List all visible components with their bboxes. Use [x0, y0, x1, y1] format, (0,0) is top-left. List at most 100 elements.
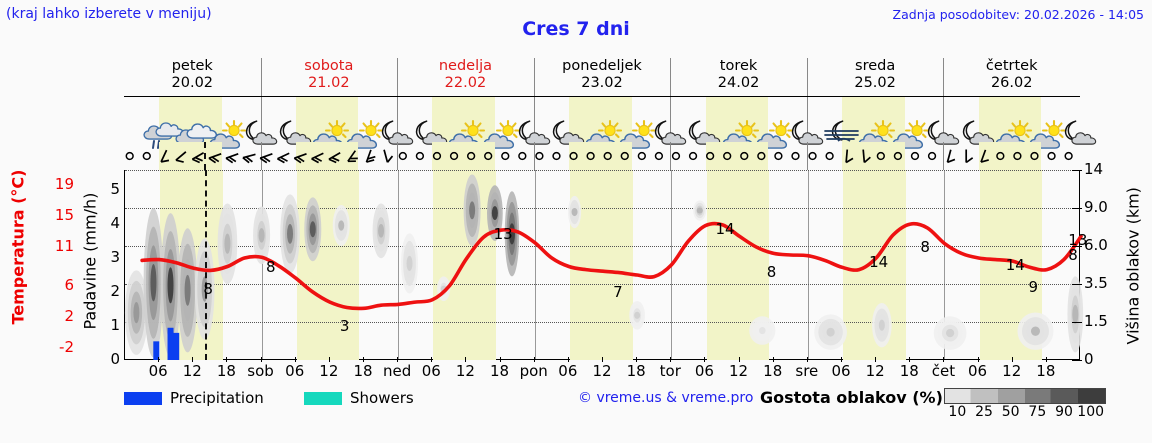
temperature-tick: -2	[59, 337, 74, 356]
day-name: sobota	[304, 58, 354, 74]
weather-icon-cell-12	[496, 97, 550, 145]
day-date: 23.02	[581, 75, 623, 91]
wind-calm-symbol	[1013, 151, 1022, 161]
temperature-tick-labels: 19 15 11 6 2 -2	[30, 170, 74, 360]
wind-calm-symbol	[808, 151, 817, 161]
weather-icon-cell-20	[769, 97, 824, 145]
cloud-blob	[571, 208, 578, 217]
wind-calm-symbol	[398, 151, 407, 161]
time-tickmark	[1011, 357, 1013, 362]
precipitation-tick: 5	[110, 180, 120, 199]
wind-calm-symbol	[791, 151, 800, 161]
weather-icon-cell-28	[1042, 97, 1097, 145]
precipitation-legend-label: Precipitation	[170, 389, 264, 407]
cloud-height-tickmark	[1072, 284, 1082, 285]
copyright-link[interactable]: © vreme.us & vreme.pro	[578, 390, 754, 406]
wind-barb	[328, 152, 341, 164]
time-tickmark	[636, 357, 638, 362]
day-header-7: četrtek 26.02	[943, 58, 1080, 96]
day-header-2: sobota 21.02	[261, 58, 398, 96]
temperature-value-label: 8	[265, 257, 276, 276]
wind-calm-symbol	[688, 151, 698, 161]
cloud-blob	[696, 207, 703, 214]
wind-calm-symbol	[586, 151, 595, 161]
cloud-height-tick-labels: 14 9.0 6.0 3.5 1.5 0	[1072, 160, 1132, 368]
time-tick-label: pon	[519, 362, 548, 380]
cloud-blob	[1030, 326, 1040, 336]
day-header-4: ponedeljek 23.02	[534, 58, 671, 96]
weather-icon-cell-9	[393, 97, 448, 145]
wind-calm-symbol	[125, 151, 134, 161]
time-tickmark	[738, 357, 740, 362]
weather-icon-cell-25	[940, 97, 994, 145]
wind-barb	[208, 152, 222, 164]
time-tick-label: 06	[148, 362, 168, 380]
precipitation-swatch	[124, 392, 162, 405]
time-tick-label: 06	[285, 362, 305, 380]
day-gridline	[944, 170, 946, 359]
precipitation-bar	[173, 332, 180, 360]
temperature-tick: 15	[54, 206, 74, 225]
wind-calm-symbol	[654, 151, 664, 161]
time-tick-label: 06	[694, 362, 714, 380]
wind-calm-symbol	[518, 151, 527, 161]
cloud-blob	[826, 327, 835, 337]
precipitation-tick: 3	[110, 248, 120, 267]
wind-calm-symbol	[432, 151, 442, 161]
day-separator	[943, 142, 945, 170]
cloud-blob	[491, 206, 498, 221]
wind-calm-symbol	[876, 151, 885, 161]
cloud-height-tick: 14	[1084, 160, 1104, 178]
wind-barb	[293, 152, 307, 164]
wind-barb	[160, 149, 170, 163]
time-tick-label: 06	[831, 362, 851, 380]
cloud-density-tick: 10	[948, 404, 967, 420]
time-tickmark	[499, 357, 501, 362]
time-tick-label: 12	[1002, 362, 1022, 380]
wind-calm-symbol	[927, 151, 937, 161]
temperature-tick: 6	[64, 275, 74, 294]
cloud-blob	[338, 220, 345, 231]
day-header-bar: petek 20.02 sobota 21.02 nedelja 22.02 ponedel…	[124, 58, 1080, 96]
wind-calm-symbol	[825, 151, 834, 161]
day-header-1: petek 20.02	[124, 58, 261, 96]
temperature-value-label: 9	[1028, 278, 1039, 297]
weather-icon-cell-16	[632, 97, 687, 145]
daylight-band	[295, 142, 359, 170]
day-separator	[260, 58, 262, 96]
wind-calm-symbol	[757, 151, 766, 161]
day-separator	[260, 142, 262, 170]
cloud-blob	[1072, 304, 1079, 324]
precipitation-tick-labels: 5 4 3 2 1 0	[96, 170, 120, 368]
time-tick-label: 06	[558, 362, 578, 380]
time-tickmark	[260, 357, 262, 362]
wind-barb	[311, 152, 324, 164]
wind-calm-symbol	[620, 151, 629, 161]
cloud-height-tickmark	[1072, 322, 1082, 323]
day-separator	[260, 97, 262, 143]
day-name: ponedeljek	[562, 58, 642, 74]
day-separator	[806, 58, 808, 96]
time-tickmark	[465, 357, 467, 362]
cloud-height-tick: 3.5	[1084, 274, 1108, 292]
time-tickmark	[294, 357, 296, 362]
wind-calm-symbol	[552, 151, 561, 161]
day-name: nedelja	[438, 58, 493, 74]
day-date: 22.02	[444, 75, 487, 91]
time-tickmark	[567, 357, 569, 362]
wind-calm-symbol	[569, 151, 578, 161]
wind-calm-symbol	[671, 151, 681, 161]
wind-barb	[191, 152, 205, 164]
temperature-value-label: 8	[766, 263, 777, 282]
daylight-band	[296, 170, 360, 360]
weather-icon-cell-2	[154, 97, 218, 144]
cloud-density-tick: 50	[1001, 404, 1020, 420]
time-tick-label: 06	[421, 362, 441, 380]
temperature-axis-title: Temperatura (°C)	[8, 169, 28, 325]
weather-icon-cell-27	[1008, 97, 1066, 149]
wind-calm-symbol	[449, 151, 459, 161]
cloud-density-legend-title: Gostota oblakov (%)	[760, 388, 943, 407]
cloud-density-tick: 75	[1028, 404, 1047, 420]
wind-barb	[347, 150, 358, 163]
cloud-blob	[406, 255, 413, 271]
